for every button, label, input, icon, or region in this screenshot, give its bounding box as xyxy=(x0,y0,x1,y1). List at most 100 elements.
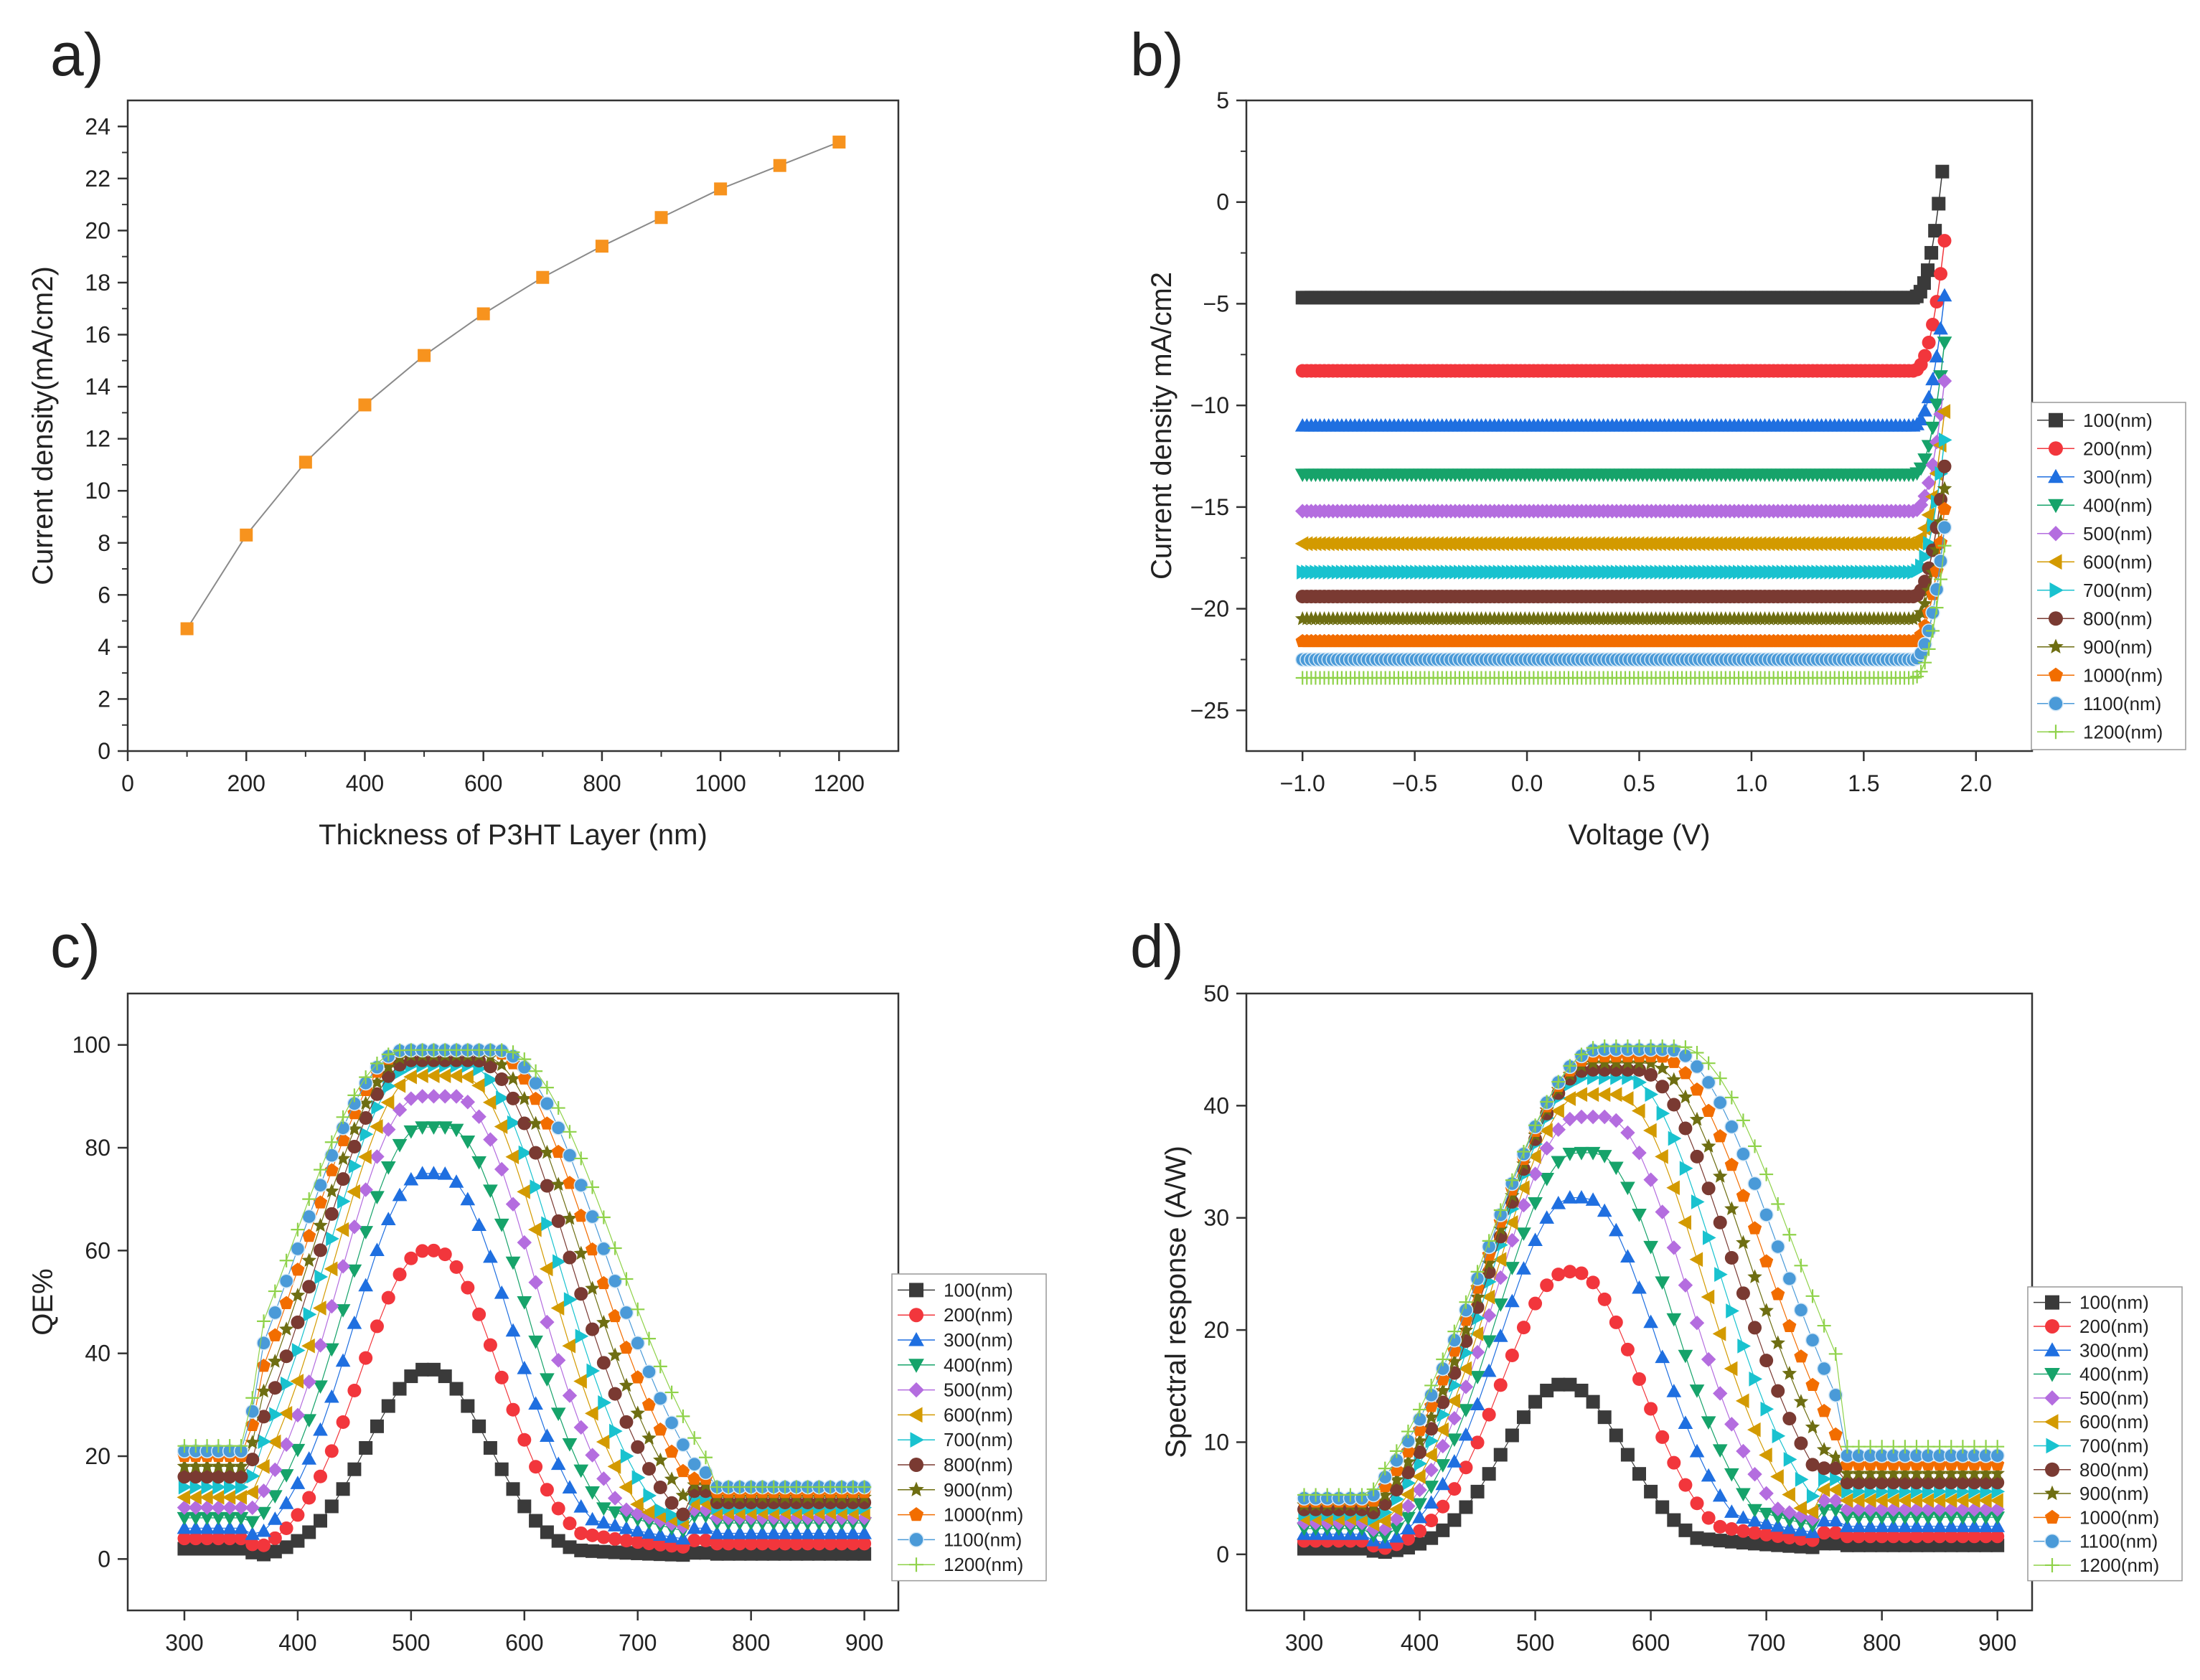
data-point xyxy=(1401,1521,1416,1534)
legend-entry: 900(nm) xyxy=(944,1479,1013,1501)
y-tick-label: 2 xyxy=(98,686,111,712)
series-6 xyxy=(1297,432,1952,580)
data-point xyxy=(1551,1122,1566,1137)
data-point xyxy=(1933,321,1948,335)
legend-swatch-marker xyxy=(2044,1368,2060,1382)
data-point xyxy=(1470,1397,1485,1410)
data-point xyxy=(314,1163,327,1177)
data-point xyxy=(653,1452,668,1467)
data-point xyxy=(1759,1486,1774,1501)
data-point xyxy=(812,1547,826,1561)
data-point xyxy=(1655,1204,1670,1219)
data-point xyxy=(1528,1166,1543,1181)
data-point xyxy=(505,1256,521,1270)
data-point xyxy=(256,1506,271,1521)
y-tick-label: 0 xyxy=(1216,189,1229,215)
data-point xyxy=(211,1500,226,1515)
data-point xyxy=(1736,1235,1751,1250)
data-point xyxy=(1690,1046,1704,1060)
data-point xyxy=(1574,1047,1589,1062)
data-point xyxy=(517,1499,532,1514)
data-point xyxy=(710,1547,724,1561)
data-point xyxy=(1724,1157,1739,1171)
data-point xyxy=(1748,1321,1762,1335)
data-point xyxy=(278,1437,294,1452)
data-point xyxy=(540,1525,554,1539)
data-point xyxy=(189,1470,203,1484)
data-point xyxy=(1690,1496,1704,1511)
y-tick-label: 20 xyxy=(85,1443,111,1469)
data-point xyxy=(586,1322,600,1336)
data-point xyxy=(1563,1377,1577,1392)
data-point xyxy=(1932,197,1946,211)
data-point xyxy=(1932,1519,1947,1532)
data-point xyxy=(1919,549,1933,565)
data-point xyxy=(1782,1366,1797,1380)
panel-label: b) xyxy=(1130,21,1184,88)
data-point xyxy=(380,1212,396,1226)
legend-entry: 800(nm) xyxy=(2079,1459,2149,1481)
data-point xyxy=(415,1166,430,1180)
data-point xyxy=(699,1450,713,1465)
data-point xyxy=(608,1532,622,1546)
data-point xyxy=(1470,1484,1485,1499)
data-point xyxy=(539,1261,553,1277)
data-point xyxy=(1713,1215,1727,1230)
series-7 xyxy=(1295,459,1952,604)
x-tick-label: 800 xyxy=(1863,1630,1901,1656)
data-point xyxy=(1574,1383,1589,1397)
data-point xyxy=(562,1338,576,1354)
x-tick-label: 300 xyxy=(165,1630,203,1656)
data-point xyxy=(1920,1519,1936,1532)
legend-swatch-marker xyxy=(908,1331,924,1346)
data-point xyxy=(1712,1326,1726,1341)
data-point xyxy=(699,1534,713,1548)
legend-swatch-marker xyxy=(2046,1438,2061,1454)
data-point xyxy=(1979,1440,1993,1454)
data-point xyxy=(550,1120,566,1136)
y-tick-label: 60 xyxy=(85,1237,111,1263)
data-point xyxy=(1643,1240,1658,1255)
data-point xyxy=(517,1235,532,1250)
legend-entry: 1100(nm) xyxy=(2083,693,2161,714)
data-point xyxy=(1771,1384,1785,1398)
data-point xyxy=(619,1377,634,1392)
data-point xyxy=(596,1434,610,1450)
data-point xyxy=(1886,1529,1901,1544)
legend-entry: 800(nm) xyxy=(944,1454,1013,1476)
data-point xyxy=(483,1132,498,1147)
data-point xyxy=(1505,1348,1519,1362)
data-point xyxy=(1516,1410,1531,1425)
data-point xyxy=(359,1126,374,1142)
legend-frame xyxy=(2031,402,2186,750)
data-point xyxy=(461,1280,475,1295)
data-point xyxy=(653,1359,667,1374)
data-point xyxy=(256,1383,271,1398)
chart-panel-3: 300 400 500 600 700 800 900 0 10 20 30 40 50 Waveleng… xyxy=(1160,981,2183,1680)
data-point xyxy=(733,1537,747,1551)
data-point xyxy=(1482,1234,1496,1248)
data-point xyxy=(314,1514,327,1528)
data-point xyxy=(778,1537,792,1551)
legend-swatch-marker xyxy=(2045,1318,2059,1334)
data-point xyxy=(268,1354,283,1368)
data-point xyxy=(630,1523,646,1537)
data-point xyxy=(326,1231,339,1247)
data-point xyxy=(1689,1316,1705,1331)
data-point xyxy=(541,1216,555,1232)
data-point xyxy=(1470,1289,1485,1304)
data-point xyxy=(551,1214,565,1228)
data-point xyxy=(279,1540,293,1554)
data-point xyxy=(245,1516,260,1530)
data-point xyxy=(347,1219,362,1235)
data-point xyxy=(1459,1334,1473,1349)
data-point xyxy=(846,1547,860,1561)
data-point xyxy=(380,1095,395,1110)
data-point xyxy=(642,1547,657,1561)
data-point xyxy=(1678,1523,1693,1537)
y-axis-label: Current density mA/cm2 xyxy=(1146,272,1177,580)
data-point xyxy=(1608,1161,1624,1176)
data-point xyxy=(563,1540,577,1554)
data-point xyxy=(1458,1404,1474,1417)
data-point xyxy=(245,1526,260,1540)
